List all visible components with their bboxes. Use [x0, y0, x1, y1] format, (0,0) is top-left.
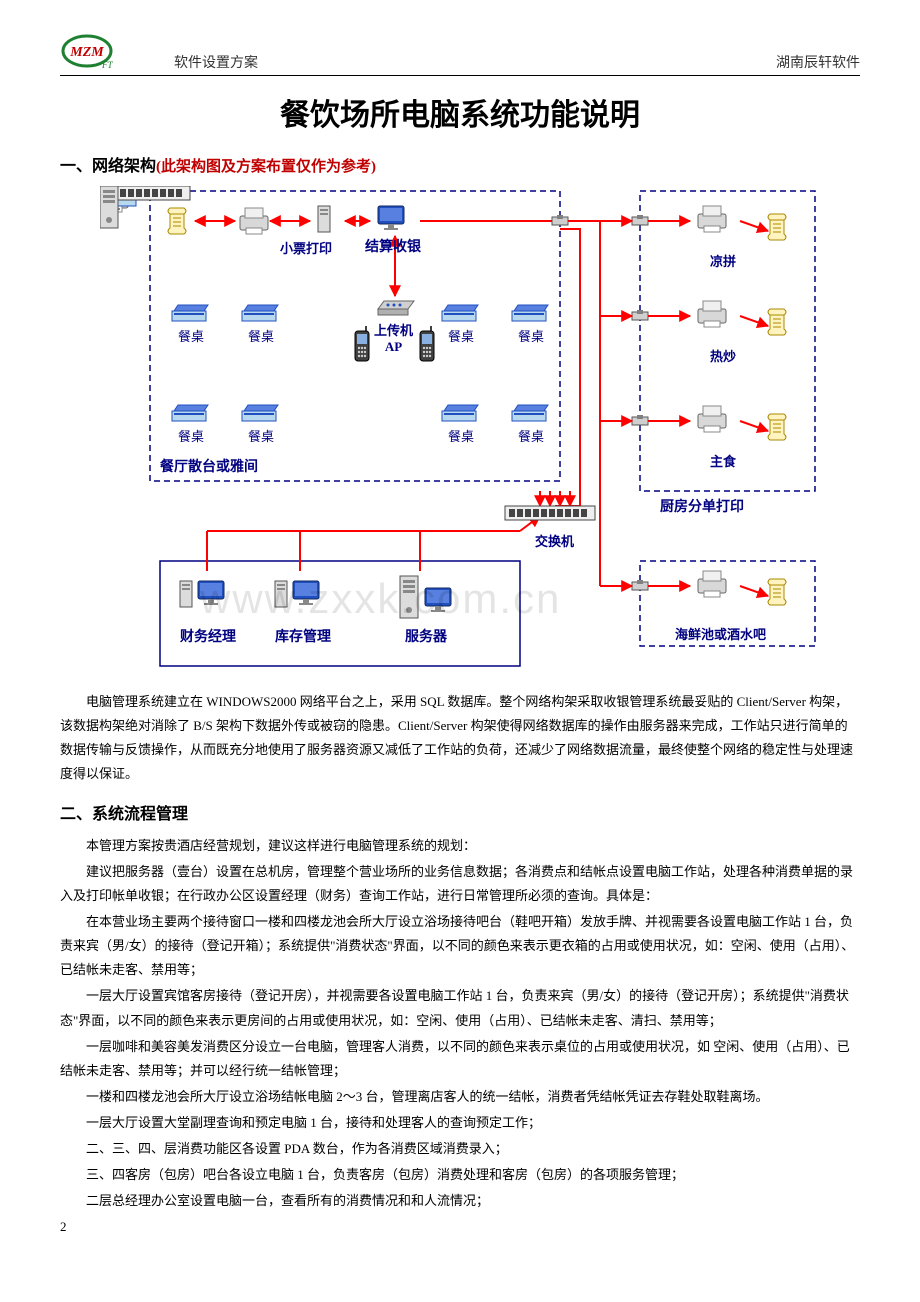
section-2-heading: 二、系统流程管理: [60, 800, 860, 824]
company-logo: MZM FT: [60, 30, 114, 72]
lbl-t1: 餐桌: [178, 326, 204, 345]
lbl-t3: 餐桌: [448, 326, 474, 345]
lbl-hall: 餐厅散台或雅间: [160, 456, 258, 476]
network-diagram: 小票打印 结算收银 上传机 AP 餐桌 餐桌 餐桌 餐桌 餐桌 餐桌 餐桌 餐桌…: [100, 186, 820, 676]
header-right: 湖南辰轩软件: [776, 52, 860, 72]
lbl-ap: 上传机 AP: [374, 320, 413, 355]
p9: 二、三、四、层消费功能区各设置 PDA 数台，作为各消费区域消费录入；: [60, 1137, 860, 1161]
lbl-ticket: 小票打印: [280, 238, 332, 257]
p11: 二层总经理办公室设置电脑一台，查看所有的消费情况和和人流情况；: [60, 1189, 860, 1213]
lbl-t4: 餐桌: [518, 326, 544, 345]
lbl-t7: 餐桌: [448, 426, 474, 445]
lbl-server: 服务器: [405, 626, 447, 646]
p10: 三、四客房（包房）吧台各设立电脑 1 台，负责客房（包房）消费处理和客房（包房）…: [60, 1163, 860, 1187]
header-left: 软件设置方案: [144, 52, 776, 72]
lbl-t6: 餐桌: [248, 426, 274, 445]
p8: 一层大厅设置大堂副理查询和预定电脑 1 台，接待和处理客人的查询预定工作；: [60, 1111, 860, 1135]
section-1-heading: 一、网络架构(此架构图及方案布置仅作为参考): [60, 152, 860, 176]
lbl-cashier: 结算收银: [365, 236, 421, 256]
svg-text:MZM: MZM: [69, 45, 104, 60]
page-title: 餐饮场所电脑系统功能说明: [60, 90, 860, 134]
p2: 本管理方案按贵酒店经营规划，建议这样进行电脑管理系统的规划：: [60, 834, 860, 858]
svg-text:FT: FT: [101, 60, 113, 70]
lbl-cold: 凉拼: [710, 251, 736, 270]
p1: 电脑管理系统建立在 WINDOWS2000 网络平台之上，采用 SQL 数据库。…: [60, 690, 860, 786]
p6: 一层咖啡和美容美发消费区分设立一台电脑，管理客人消费，以不同的颜色来表示桌位的占…: [60, 1035, 860, 1083]
lbl-hot: 热炒: [710, 346, 736, 365]
lbl-switch: 交换机: [535, 531, 574, 550]
lbl-stock: 库存管理: [275, 626, 331, 646]
p7: 一楼和四楼龙池会所大厅设立浴场结帐电脑 2～3 台，管理离店客人的统一结帐，消费…: [60, 1085, 860, 1109]
lbl-kitchen: 厨房分单打印: [660, 496, 744, 516]
p4: 在本营业场主要两个接待窗口一楼和四楼龙池会所大厅设立浴场接待吧台（鞋吧开箱）发放…: [60, 910, 860, 982]
p3: 建议把服务器（壹台）设置在总机房，管理整个营业场所的业务信息数据；各消费点和结帐…: [60, 860, 860, 908]
lbl-t8: 餐桌: [518, 426, 544, 445]
lbl-staple: 主食: [710, 451, 736, 470]
p5: 一层大厅设置宾馆客房接待（登记开房），并视需要各设置电脑工作站 1 台，负责来宾…: [60, 984, 860, 1032]
lbl-t2: 餐桌: [248, 326, 274, 345]
lbl-seafood: 海鲜池或酒水吧: [675, 624, 766, 643]
lbl-finance: 财务经理: [180, 626, 236, 646]
lbl-t5: 餐桌: [178, 426, 204, 445]
page-number: 2: [60, 1219, 67, 1235]
